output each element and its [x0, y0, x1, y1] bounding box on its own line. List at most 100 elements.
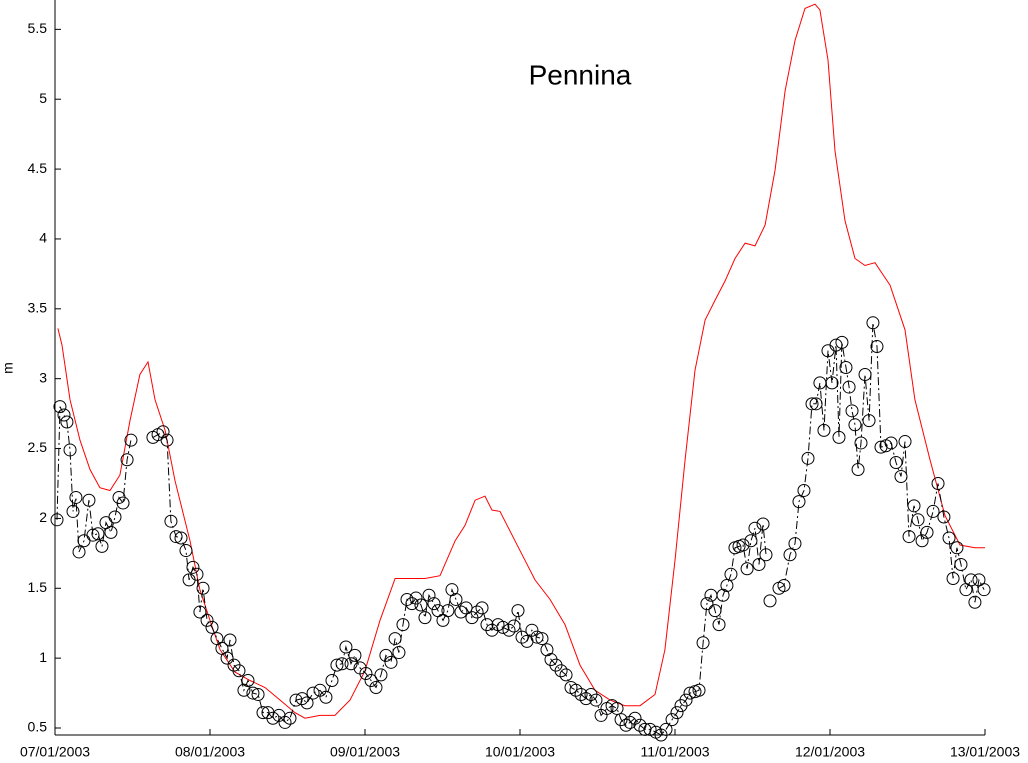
data-point [50, 513, 64, 527]
data-point [422, 588, 436, 602]
data-point [369, 680, 383, 694]
data-point [884, 436, 898, 450]
data-point [186, 560, 200, 574]
data-point [559, 668, 573, 682]
data-point [409, 591, 423, 605]
data-point [696, 636, 710, 650]
data-point [950, 541, 964, 555]
data-point [842, 380, 856, 394]
data-point [174, 531, 188, 545]
data-point [449, 592, 463, 606]
data-point [339, 640, 353, 654]
data-point [554, 664, 568, 678]
data-point [160, 433, 174, 447]
data-point [579, 692, 593, 706]
data-point [862, 414, 876, 428]
data-point [720, 578, 734, 592]
data-point [156, 425, 170, 439]
data-point [454, 605, 468, 619]
data-point [825, 376, 839, 390]
data-point [724, 567, 738, 581]
data-point [679, 693, 693, 707]
x-tick-label: 07/01/2003 [20, 744, 90, 760]
data-point [190, 567, 204, 581]
data-point [911, 513, 925, 527]
data-point [95, 539, 109, 553]
data-point [716, 588, 730, 602]
data-point [643, 722, 657, 736]
data-point [889, 456, 903, 470]
data-point [628, 711, 642, 725]
data-point [915, 534, 929, 548]
data-point [848, 418, 862, 432]
data-point [797, 483, 811, 497]
x-tick-label: 08/01/2003 [175, 744, 245, 760]
data-point [740, 562, 754, 576]
data-point [57, 408, 71, 422]
data-point [384, 655, 398, 669]
data-point [223, 633, 237, 647]
data-point [266, 711, 280, 725]
data-point [396, 618, 410, 632]
data-point [511, 604, 525, 618]
data-point [829, 338, 843, 352]
data-point [82, 493, 96, 507]
data-point [736, 538, 750, 552]
data-point [496, 620, 510, 634]
data-point [783, 548, 797, 562]
data-point [954, 558, 968, 572]
data-point [870, 340, 884, 354]
y-tick-label: 0.5 [28, 719, 48, 735]
y-tick-label: 1 [39, 649, 47, 665]
data-point [319, 690, 333, 704]
data-point [60, 415, 74, 429]
data-point [530, 630, 544, 644]
data-point [748, 521, 762, 535]
data-point [931, 476, 945, 490]
y-tick-label: 3 [39, 369, 47, 385]
data-point [364, 674, 378, 688]
data-point [374, 668, 388, 682]
data-point [692, 683, 706, 697]
data-point [752, 558, 766, 572]
data-point [744, 534, 758, 548]
data-point [665, 713, 679, 727]
data-point [256, 706, 270, 720]
data-point [858, 367, 872, 381]
data-point [348, 648, 362, 662]
data-point [232, 664, 246, 678]
data-point [335, 657, 349, 671]
data-point [851, 463, 865, 477]
data-point [63, 443, 77, 457]
data-point [91, 527, 105, 541]
data-point [278, 715, 292, 729]
data-point [839, 361, 853, 374]
data-point [193, 605, 207, 619]
data-point [854, 436, 868, 450]
data-point [116, 496, 130, 510]
data-point [325, 674, 339, 688]
y-tick-label: 5.5 [28, 20, 48, 36]
data-point [759, 548, 773, 562]
y-tick-label: 2 [39, 509, 47, 525]
data-point [777, 578, 791, 592]
data-point [920, 525, 934, 539]
y-tick-label: 4.5 [28, 160, 48, 176]
data-point [392, 646, 406, 660]
data-point [53, 400, 67, 414]
data-point [894, 469, 908, 483]
data-point [388, 632, 402, 646]
data-point [902, 530, 916, 544]
data-point [898, 435, 912, 449]
data-point [196, 581, 210, 595]
data-point [86, 528, 100, 542]
data-point [866, 316, 880, 330]
series-line [56, 322, 985, 736]
data-point [805, 397, 819, 411]
data-point [251, 687, 265, 701]
data-point [535, 632, 549, 646]
data-point [792, 495, 806, 509]
data-point [623, 715, 637, 729]
data-point [295, 692, 309, 706]
